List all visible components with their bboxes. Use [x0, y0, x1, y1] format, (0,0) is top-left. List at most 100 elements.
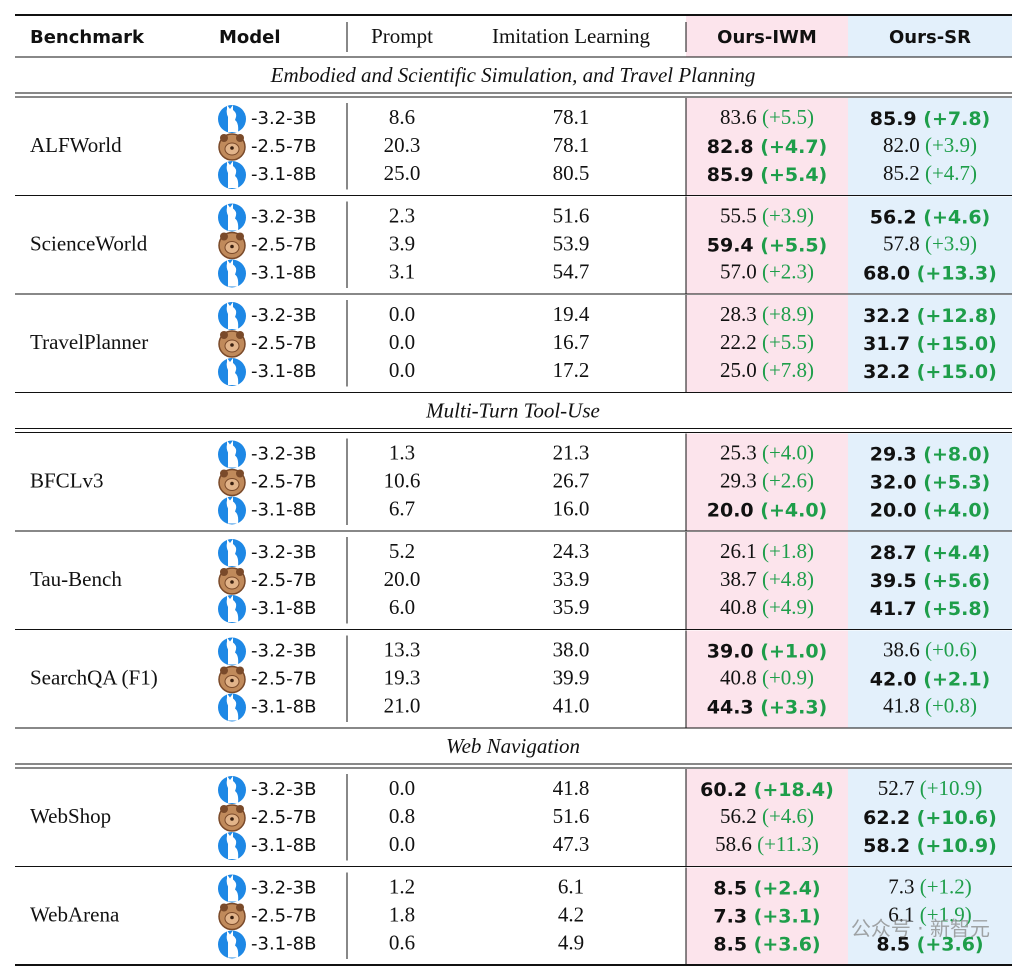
score-delta: (+10.9) [917, 835, 997, 857]
score-cell: 28.7 (+4.4) [870, 542, 990, 564]
model-name: -3.2-3B [251, 878, 316, 899]
score-cell: 83.6 (+5.5) [720, 105, 814, 129]
score-value: 8.5 [713, 933, 747, 955]
score-value: 57.0 [720, 259, 757, 283]
icon-nose [230, 244, 234, 249]
score-delta: (+3.6) [754, 933, 821, 955]
icon-ear [236, 469, 244, 478]
llama-icon [218, 105, 246, 133]
icon-llama [226, 496, 239, 524]
llama-icon [218, 203, 246, 232]
score-cell: 8.5 (+2.4) [713, 877, 820, 899]
score-delta: (+0.6) [925, 637, 977, 661]
score-cell: 85.9 (+7.8) [870, 108, 990, 130]
model-name: -2.5-7B [251, 235, 316, 256]
sr-column-bg [848, 532, 1012, 630]
imitation-score: 24.3 [553, 539, 590, 563]
score-cell: 41.7 (+5.8) [870, 598, 990, 620]
score-cell: 56.2 (+4.6) [870, 206, 990, 228]
llama-icon [218, 440, 246, 469]
model-name: -2.5-7B [251, 333, 316, 354]
score-delta: (+15.0) [917, 333, 997, 355]
score-value: 26.1 [720, 539, 757, 563]
score-value: 25.3 [720, 440, 757, 464]
qwen-icon [218, 665, 246, 694]
score-cell: 85.9 (+5.4) [707, 164, 827, 186]
model-name: -3.2-3B [251, 305, 316, 326]
prompt-score: 3.1 [389, 259, 415, 283]
model-name: -3.1-8B [251, 361, 316, 382]
score-value: 20.0 [707, 499, 754, 521]
score-delta: (+10.9) [920, 776, 983, 800]
score-cell: 56.2 (+4.6) [720, 804, 814, 828]
imitation-score: 35.9 [553, 595, 590, 619]
score-value: 32.0 [870, 471, 917, 493]
score-value: 55.5 [720, 203, 757, 227]
column-header: Benchmark [30, 27, 145, 48]
score-delta: (+7.8) [762, 358, 814, 382]
score-cell: 20.0 (+4.0) [870, 499, 990, 521]
score-value: 85.9 [870, 108, 917, 130]
icon-llama [226, 161, 239, 188]
score-cell: 38.6 (+0.6) [883, 637, 977, 661]
score-value: 85.9 [707, 164, 754, 186]
score-delta: (+1.9) [920, 902, 972, 926]
score-value: 58.2 [863, 835, 910, 857]
score-cell: 6.1 (+1.9) [888, 902, 972, 926]
score-cell: 57.8 (+3.9) [883, 231, 977, 255]
icon-nose [230, 678, 234, 683]
iwm-column-bg [686, 16, 848, 57]
iwm-column-bg [686, 295, 848, 393]
prompt-score: 20.0 [384, 567, 421, 591]
iwm-column-bg [686, 769, 848, 867]
score-cell: 29.3 (+2.6) [720, 468, 814, 492]
column-header: Imitation Learning [492, 24, 651, 48]
score-delta: (+5.5) [762, 105, 814, 129]
benchmark-name: ScienceWorld [30, 231, 148, 255]
icon-nose [230, 915, 234, 920]
imitation-score: 33.9 [553, 567, 590, 591]
score-cell: 32.2 (+15.0) [863, 361, 997, 383]
iwm-column-bg [686, 532, 848, 630]
prompt-score: 1.2 [389, 874, 415, 898]
imitation-score: 21.3 [553, 440, 590, 464]
imitation-score: 78.1 [553, 105, 590, 129]
benchmark-name: ALFWorld [30, 133, 122, 157]
imitation-score: 39.9 [553, 665, 590, 689]
score-value: 58.6 [715, 832, 752, 856]
prompt-score: 0.8 [389, 804, 415, 828]
prompt-score: 1.3 [389, 440, 415, 464]
imitation-score: 16.7 [553, 330, 590, 354]
score-delta: (+1.2) [920, 874, 972, 898]
icon-ear [236, 134, 244, 142]
score-cell: 28.3 (+8.9) [720, 302, 814, 326]
score-cell: 8.5 (+3.6) [876, 933, 983, 955]
model-name: -2.5-7B [251, 472, 316, 493]
icon-llama [226, 440, 239, 468]
score-delta: (+3.6) [917, 933, 984, 955]
score-value: 8.5 [876, 933, 910, 955]
column-header: Prompt [371, 24, 433, 48]
prompt-score: 21.0 [384, 693, 421, 717]
model-name: -2.5-7B [251, 669, 316, 690]
llama-icon [218, 832, 246, 860]
score-value: 62.2 [863, 807, 910, 829]
sr-column-bg [848, 769, 1012, 867]
score-delta: (+5.6) [923, 570, 990, 592]
imitation-score: 6.1 [558, 874, 584, 898]
icon-ear [236, 331, 244, 339]
llama-icon [218, 776, 246, 804]
icon-llama [226, 832, 239, 859]
score-delta: (+8.9) [762, 302, 814, 326]
column-header: Ours-SR [889, 27, 971, 48]
model-name: -2.5-7B [251, 906, 316, 927]
model-name: -2.5-7B [251, 807, 316, 828]
prompt-score: 2.3 [389, 203, 415, 227]
score-cell: 82.0 (+3.9) [883, 133, 977, 157]
score-delta: (+4.6) [923, 206, 990, 228]
icon-ear [220, 469, 228, 478]
sr-column-bg [848, 433, 1012, 531]
score-value: 29.3 [870, 443, 917, 465]
model-name: -3.2-3B [251, 444, 316, 465]
imitation-score: 4.2 [558, 902, 584, 926]
